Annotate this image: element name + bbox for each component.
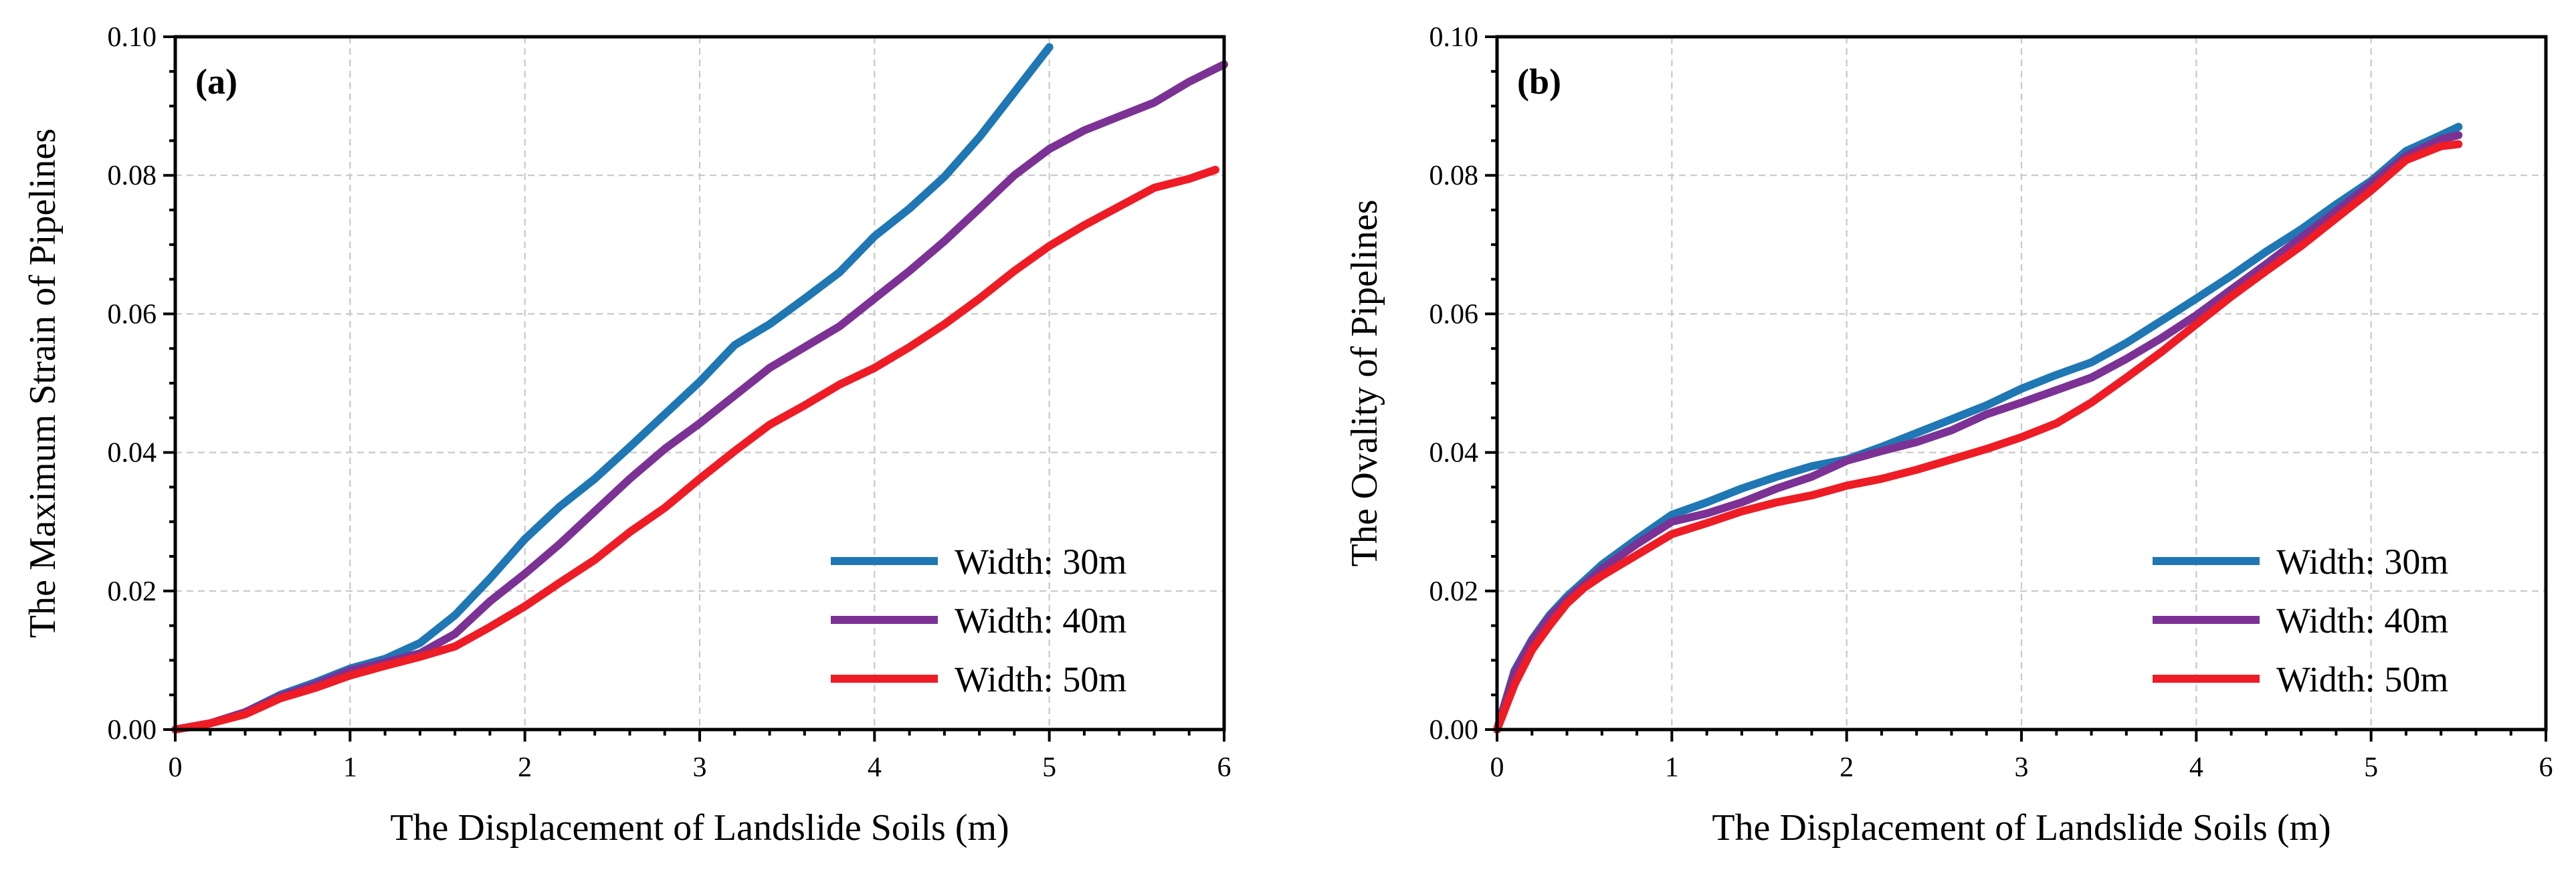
y-tick-label: 0.00 xyxy=(1429,715,1479,746)
series-line-width-50m xyxy=(1493,140,2463,734)
y-tick-label: 0.08 xyxy=(108,160,157,191)
y-tick-label: 0.04 xyxy=(108,438,157,469)
x-tick-label: 6 xyxy=(1217,752,1231,783)
legend-label: Width: 30m xyxy=(955,542,1126,582)
y-tick-label: 0.10 xyxy=(1429,22,1479,53)
legend-label: Width: 30m xyxy=(2276,542,2448,582)
x-tick-label: 4 xyxy=(2189,752,2203,783)
x-axis-label: The Displacement of Landslide Soils (m) xyxy=(1712,807,2331,849)
legend-label: Width: 40m xyxy=(2276,600,2448,641)
legend-label: Width: 40m xyxy=(955,600,1126,641)
x-tick-label: 5 xyxy=(2364,752,2378,783)
x-tick-label: 0 xyxy=(169,752,183,783)
y-tick-label: 0.02 xyxy=(1429,576,1479,607)
legend-label: Width: 50m xyxy=(955,659,1126,699)
x-tick-label: 3 xyxy=(2015,752,2029,783)
panel-label: (b) xyxy=(1517,62,1561,102)
x-tick-label: 1 xyxy=(1665,752,1679,783)
x-tick-label: 2 xyxy=(1840,752,1854,783)
panel-label: (a) xyxy=(195,62,237,102)
x-tick-label: 3 xyxy=(693,752,707,783)
x-tick-label: 2 xyxy=(518,752,532,783)
chart-panel-a: 0 1 2 3 4 5 6 0.00 0.02 0.04 0.06 0.08 0.10 The Displ… xyxy=(22,22,1231,849)
y-tick-label: 0.00 xyxy=(108,715,157,746)
x-tick-label: 5 xyxy=(1042,752,1056,783)
y-tick-label: 0.08 xyxy=(1429,160,1479,191)
y-tick-label: 0.06 xyxy=(108,299,157,330)
x-axis-label: The Displacement of Landslide Soils (m) xyxy=(390,807,1009,849)
x-tick-label: 1 xyxy=(343,752,357,783)
series-line-width-50m xyxy=(171,165,1219,734)
legend-label: Width: 50m xyxy=(2276,659,2448,699)
y-tick-label: 0.06 xyxy=(1429,299,1479,330)
y-axis-label: The Ovality of Pipelines xyxy=(1344,199,1385,566)
y-tick-label: 0.02 xyxy=(108,576,157,607)
y-axis-label: The Maximum Strain of Pipelines xyxy=(22,128,64,638)
x-tick-label: 4 xyxy=(868,752,882,783)
chart-panel-b: 0 1 2 3 4 5 6 0.00 0.02 0.04 0.06 0.08 0.10 The Displ… xyxy=(1344,22,2553,849)
x-tick-label: 0 xyxy=(1490,752,1504,783)
y-tick-label: 0.04 xyxy=(1429,438,1479,469)
y-tick-label: 0.10 xyxy=(108,22,157,53)
series-line-width-40m xyxy=(171,60,1228,734)
x-tick-label: 6 xyxy=(2539,752,2553,783)
